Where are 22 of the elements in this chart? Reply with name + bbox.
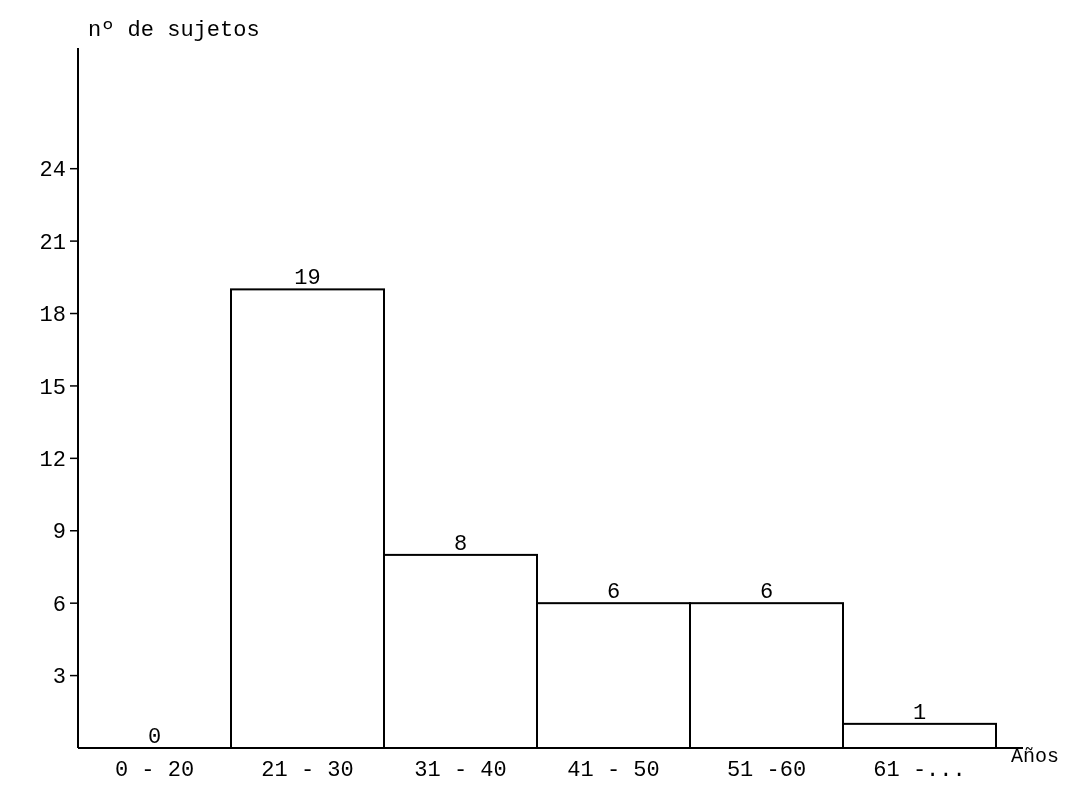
- data-label: 0: [147, 725, 162, 750]
- x-axis-title: Años: [1011, 745, 1060, 768]
- x-tick-label: 21 - 30: [261, 758, 354, 783]
- y-tick-label: 24: [39, 158, 66, 184]
- data-label: 8: [453, 531, 468, 557]
- x-tick-label: 41 - 50: [567, 758, 660, 783]
- y-axis-title: nº de sujetos: [88, 18, 260, 43]
- y-tick-label: 12: [39, 448, 66, 474]
- x-tick-label: 0 - 20: [114, 758, 195, 783]
- x-tick-label: 61 -...: [873, 758, 966, 783]
- y-tick-label: 6: [52, 592, 66, 618]
- y-tick-label: 15: [39, 375, 66, 401]
- y-tick-label: 9: [52, 520, 66, 546]
- data-label: 6: [606, 580, 621, 606]
- y-tick-label: 18: [39, 303, 66, 329]
- data-label: 1: [912, 700, 927, 726]
- data-label: 6: [759, 580, 774, 606]
- data-label: 19: [294, 266, 321, 292]
- y-tick-label: 21: [39, 230, 66, 256]
- y-tick-label: 3: [52, 665, 66, 691]
- x-tick-label: 51 -60: [726, 758, 807, 783]
- x-tick-label: 31 - 40: [414, 758, 507, 783]
